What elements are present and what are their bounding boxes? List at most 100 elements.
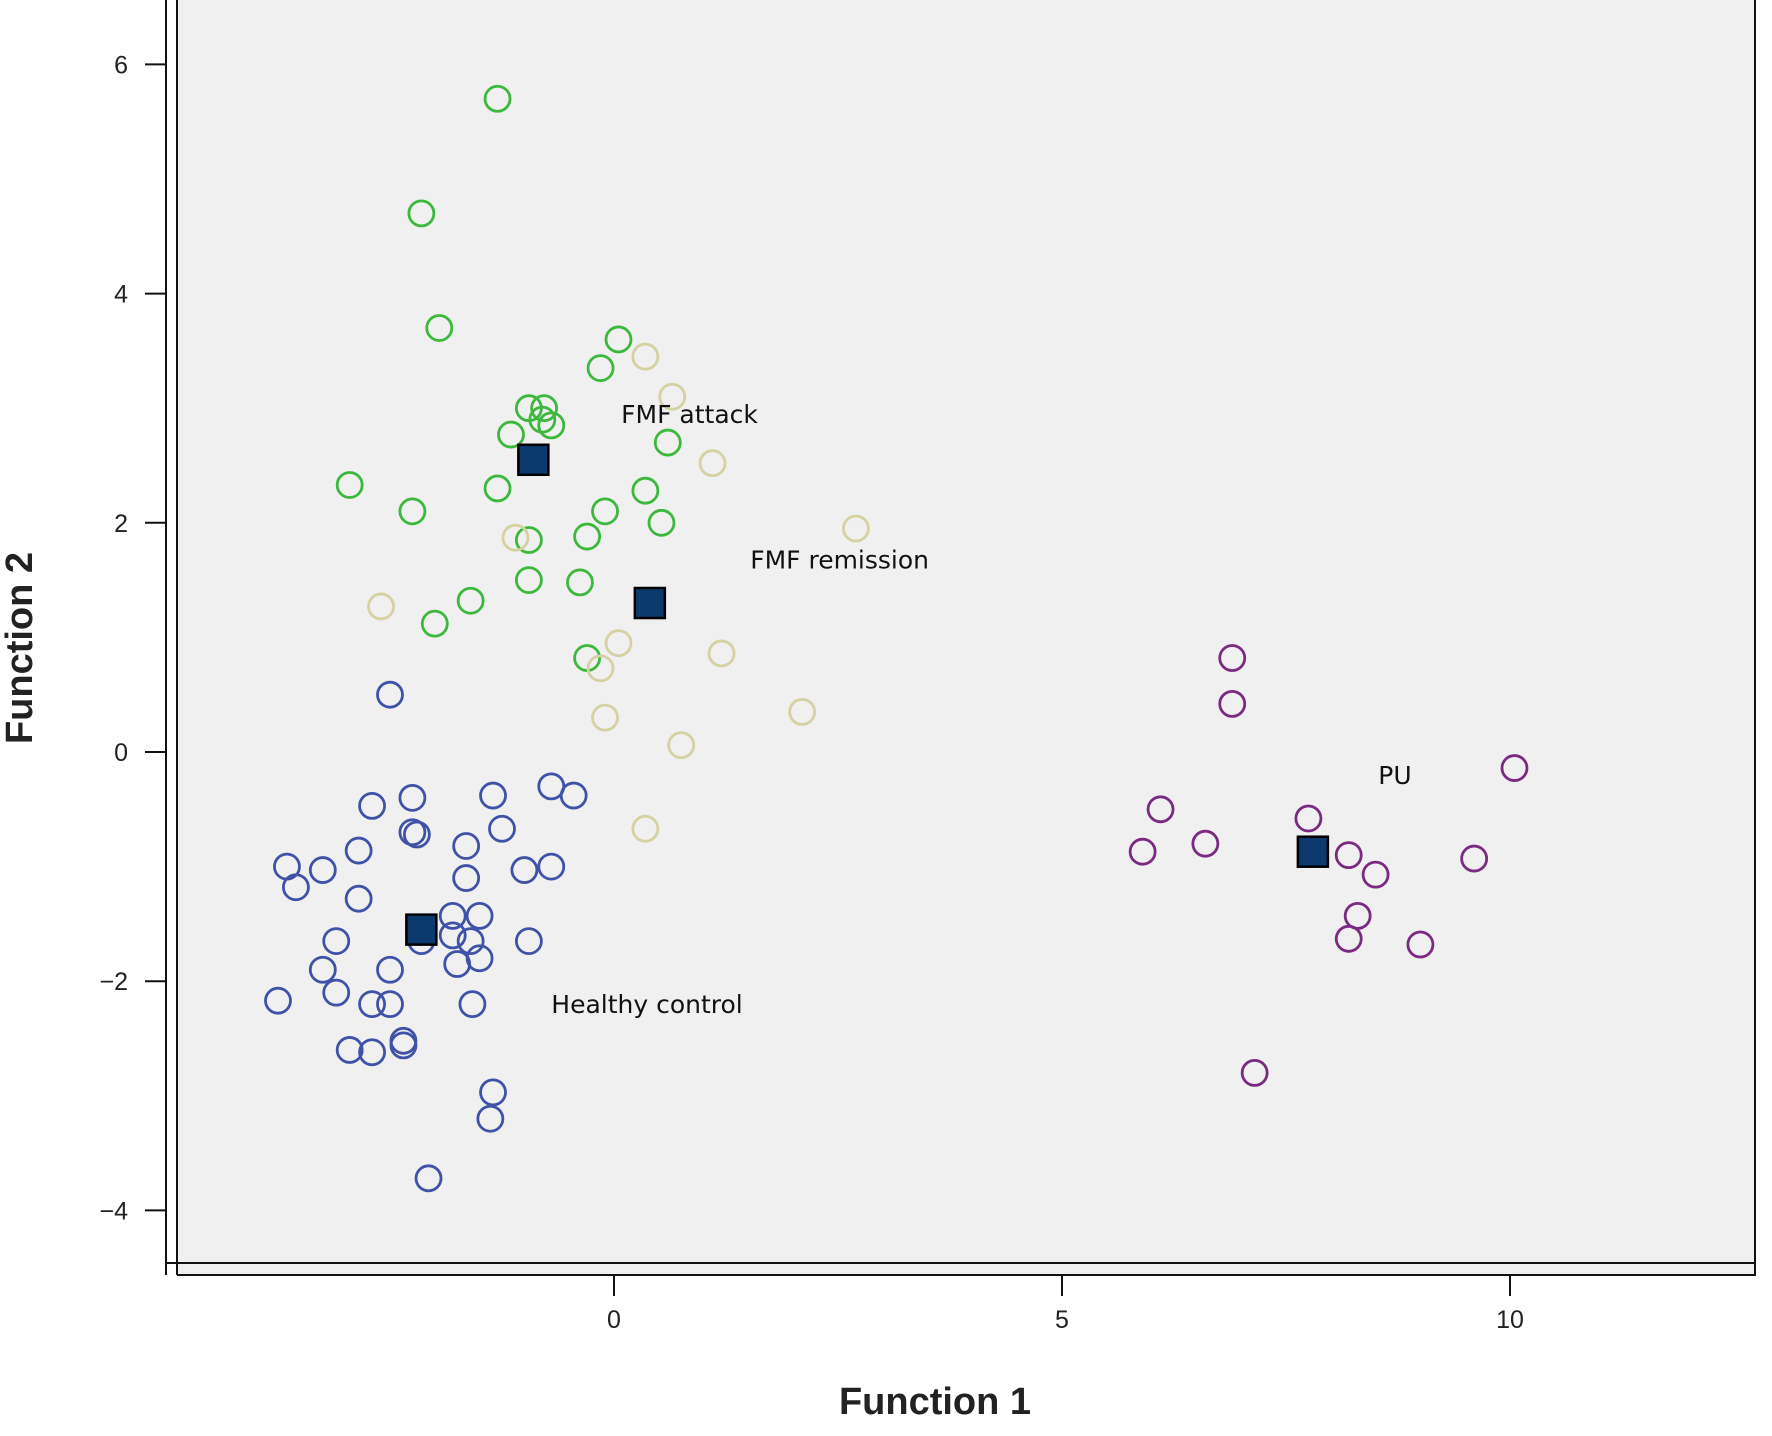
healthy-control-point: [488, 814, 516, 843]
fmf-attack-point: [425, 314, 454, 342]
fmf-attack-point: [653, 428, 682, 457]
fmf-remission-point: [631, 342, 660, 371]
fmf-remission-point: [586, 654, 615, 683]
label-pu: PU: [1378, 761, 1411, 790]
plot-area-background: [177, 0, 1756, 1275]
fmf-remission-point: [367, 592, 395, 621]
y-tick-label: −4: [99, 1197, 128, 1225]
fmf-attack-point: [497, 420, 525, 449]
fmf-attack-point: [566, 568, 594, 597]
fmf-attack-point: [586, 354, 615, 382]
pu-point: [1240, 1058, 1269, 1087]
pu-point: [1500, 754, 1529, 782]
fmf-attack-point: [398, 497, 427, 526]
y-tick-label: 4: [114, 281, 128, 309]
y-axis-title: Function 2: [0, 552, 41, 744]
healthy-control-point: [438, 921, 467, 950]
pu-point: [1334, 841, 1363, 870]
fmf-attack-point: [573, 522, 602, 551]
healthy-control-point: [456, 927, 485, 955]
healthy-control-point: [376, 955, 404, 984]
healthy-control-point: [476, 1104, 505, 1133]
fmf-remission-point: [591, 703, 619, 732]
healthy-control-point: [344, 884, 373, 913]
pu-point: [1128, 837, 1157, 866]
healthy-control-point: [389, 1031, 418, 1060]
healthy-control-point: [322, 927, 351, 955]
group-centroid-point: [633, 586, 667, 620]
group-labels: FMF attack FMF remission Healthy control PU: [551, 400, 1411, 1019]
label-fmf-remission: FMF remission: [750, 545, 929, 574]
pu-point: [1191, 829, 1220, 858]
y-tick-label: 6: [114, 51, 128, 79]
group-centroid-point: [1296, 835, 1330, 868]
group-centroid-point: [405, 913, 438, 946]
healthy-control-point: [376, 680, 404, 709]
label-fmf-attack: FMF attack: [621, 400, 758, 429]
pu-point: [1218, 689, 1247, 718]
x-axis-title: Function 1: [839, 1381, 1031, 1423]
pu-point: [1460, 844, 1489, 873]
healthy-control-point: [358, 990, 386, 1019]
healthy-control-point: [438, 901, 467, 930]
y-tick-label: 2: [114, 510, 128, 538]
pu-point: [1146, 795, 1175, 824]
pu-point: [1361, 860, 1390, 889]
fmf-attack-point: [420, 609, 449, 638]
pu-point: [1406, 930, 1435, 959]
fmf-attack-point: [514, 566, 543, 594]
x-axis-ticks: 0 5 10: [607, 1275, 1524, 1334]
data-points: [264, 84, 1529, 1193]
healthy-control-point: [308, 856, 337, 884]
x-tick-label: 5: [1055, 1306, 1069, 1334]
healthy-control-point: [452, 832, 481, 860]
healthy-control-point: [264, 986, 292, 1015]
y-tick-label: −2: [99, 968, 128, 996]
y-axis-ticks: −4 −2 0 2 4 6: [99, 51, 166, 1225]
fmf-attack-point: [604, 325, 633, 354]
healthy-control-point: [358, 791, 386, 820]
fmf-attack-point: [647, 508, 676, 537]
fmf-attack-point: [537, 411, 566, 440]
fmf-remission-point: [501, 523, 530, 552]
healthy-control-point: [282, 873, 310, 902]
healthy-control-point: [308, 955, 337, 984]
group-centroid-point: [517, 443, 550, 477]
healthy-control-point: [458, 990, 487, 1019]
fmf-remission-point: [604, 629, 633, 658]
healthy-control-point: [537, 852, 566, 881]
label-healthy-control: Healthy control: [551, 990, 743, 1019]
healthy-control-point: [344, 836, 373, 865]
fmf-remission-point: [707, 639, 736, 668]
y-tick-label: 0: [114, 739, 128, 767]
fmf-attack-point: [456, 586, 485, 615]
fmf-attack-point: [335, 471, 364, 499]
fmf-attack-point: [591, 497, 619, 526]
healthy-control-point: [479, 781, 507, 810]
fmf-remission-point: [631, 814, 660, 843]
healthy-control-point: [559, 781, 588, 810]
healthy-control-point: [376, 990, 404, 1019]
x-tick-label: 0: [607, 1306, 621, 1334]
healthy-control-point: [514, 927, 543, 955]
fmf-remission-point: [658, 382, 687, 411]
x-tick-label: 10: [1496, 1306, 1524, 1334]
healthy-control-point: [414, 1164, 443, 1193]
pu-point: [1334, 924, 1363, 953]
healthy-control-point: [358, 1038, 386, 1067]
fmf-attack-point: [514, 526, 543, 554]
fmf-attack-point: [530, 394, 559, 423]
pu-point: [1218, 644, 1247, 672]
healthy-control-point: [479, 1078, 507, 1107]
fmf-attack-point: [483, 474, 512, 503]
fmf-attack-point: [483, 84, 512, 113]
fmf-remission-point: [788, 697, 817, 726]
fmf-attack-point: [631, 476, 660, 505]
fmf-remission-point: [842, 514, 870, 543]
healthy-control-point: [322, 978, 351, 1007]
healthy-control-point: [335, 1036, 364, 1064]
healthy-control-point: [452, 864, 481, 892]
pu-point: [1294, 804, 1323, 833]
healthy-control-point: [398, 783, 427, 812]
